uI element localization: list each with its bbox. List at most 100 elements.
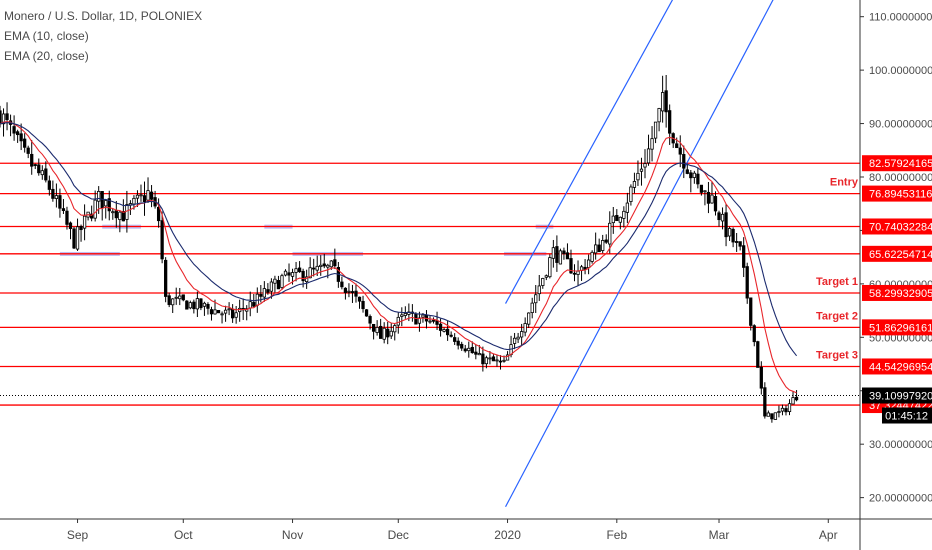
channel-lower-line bbox=[505, 0, 774, 508]
candle-body bbox=[703, 190, 707, 193]
candle-body bbox=[752, 325, 756, 343]
candle-body bbox=[530, 302, 534, 314]
level-price-tag bbox=[862, 218, 932, 235]
candle-body bbox=[484, 357, 489, 365]
candle-body bbox=[379, 325, 383, 339]
candle-body bbox=[421, 314, 425, 318]
level-price-tag bbox=[862, 245, 932, 262]
candle-body bbox=[548, 257, 552, 278]
candle-body bbox=[583, 266, 587, 270]
candle-body bbox=[724, 212, 728, 238]
candle-body bbox=[259, 293, 263, 297]
candle-body bbox=[794, 396, 799, 401]
candle-body bbox=[171, 298, 175, 306]
candle-body bbox=[668, 110, 672, 134]
candle-body bbox=[474, 351, 478, 355]
candle-body bbox=[322, 263, 326, 267]
candle-body bbox=[520, 331, 524, 338]
candle-body bbox=[287, 272, 291, 276]
candle-body bbox=[15, 131, 20, 136]
candle-body bbox=[689, 172, 693, 179]
candle-body bbox=[456, 340, 460, 346]
candle-body bbox=[731, 228, 735, 243]
candle-body bbox=[93, 199, 97, 219]
candle-body bbox=[488, 357, 492, 360]
candle-body bbox=[308, 267, 312, 279]
candle-body bbox=[608, 222, 612, 245]
candle-body bbox=[354, 290, 358, 297]
candle-body bbox=[364, 309, 369, 317]
candle-body bbox=[220, 313, 224, 316]
candle-body bbox=[766, 412, 770, 417]
candle-body bbox=[185, 300, 189, 310]
candle-body bbox=[537, 285, 541, 295]
candle-body bbox=[68, 222, 73, 229]
candle-body bbox=[463, 348, 467, 352]
candle-body bbox=[312, 267, 316, 270]
x-tick-label: Feb bbox=[606, 528, 627, 542]
candle-body bbox=[104, 200, 108, 207]
candle-body bbox=[516, 336, 520, 340]
y-tick-label: 30.00000000 bbox=[869, 439, 932, 451]
candle-body bbox=[449, 334, 453, 337]
candle-body bbox=[248, 301, 252, 309]
ema-20-line bbox=[0, 122, 798, 357]
candle-body bbox=[576, 270, 580, 275]
candle-body bbox=[541, 278, 545, 286]
candle-body bbox=[252, 302, 256, 307]
candle-body bbox=[209, 309, 214, 315]
candle-body bbox=[33, 164, 37, 166]
x-tick-label: Nov bbox=[282, 528, 303, 542]
candle-body bbox=[400, 314, 404, 317]
candle-body bbox=[294, 268, 298, 273]
x-tick-label: Apr bbox=[819, 528, 838, 542]
candle-body bbox=[675, 143, 679, 149]
candle-body bbox=[90, 213, 94, 219]
candle-body bbox=[167, 295, 171, 305]
x-tick-label: Oct bbox=[174, 528, 193, 542]
level-price-tag bbox=[862, 358, 932, 375]
candle-body bbox=[713, 196, 718, 212]
candle-body bbox=[653, 121, 658, 139]
candle-body bbox=[396, 316, 400, 326]
candle-body bbox=[114, 210, 118, 219]
candle-body bbox=[706, 191, 711, 204]
level-price-label: 51.86296161 bbox=[869, 322, 932, 334]
candle-body bbox=[791, 397, 795, 405]
x-tick-label: Mar bbox=[709, 528, 730, 542]
candle-body bbox=[749, 297, 753, 326]
countdown-tag bbox=[882, 407, 932, 424]
candle-body bbox=[178, 295, 182, 300]
horizontal-levels[interactable] bbox=[0, 162, 860, 406]
x-tick-label: 2020 bbox=[494, 528, 521, 542]
candle-body bbox=[227, 308, 231, 311]
y-tick-label: 90.00000000 bbox=[869, 119, 932, 131]
candle-body bbox=[770, 413, 774, 420]
trend-channel[interactable] bbox=[505, 0, 779, 508]
candle-body bbox=[470, 346, 474, 354]
chart-legend: Monero / U.S. Dollar, 1D, POLONIEX EMA (… bbox=[4, 6, 202, 66]
candle-body bbox=[699, 184, 704, 193]
candle-body bbox=[54, 195, 59, 199]
candle-body bbox=[357, 296, 362, 302]
candle-body bbox=[382, 327, 386, 340]
candle-body bbox=[305, 276, 309, 283]
candle-body bbox=[389, 330, 393, 337]
candle-body bbox=[199, 298, 203, 309]
candle-body bbox=[333, 259, 337, 267]
candle-body bbox=[565, 252, 570, 260]
candle-body bbox=[160, 220, 164, 260]
candle-body bbox=[30, 153, 34, 167]
candle-body bbox=[386, 328, 390, 338]
candle-body bbox=[685, 169, 689, 174]
candle-body bbox=[727, 228, 732, 237]
level-price-tag bbox=[862, 185, 932, 202]
level-price-tag bbox=[862, 319, 932, 336]
level-price-tag bbox=[862, 155, 932, 172]
x-tick-label: Dec bbox=[388, 528, 409, 542]
candle-body bbox=[97, 190, 101, 202]
level-price-label: 82.57924165 bbox=[869, 158, 932, 170]
countdown-label: 01:45:12 bbox=[885, 411, 928, 423]
